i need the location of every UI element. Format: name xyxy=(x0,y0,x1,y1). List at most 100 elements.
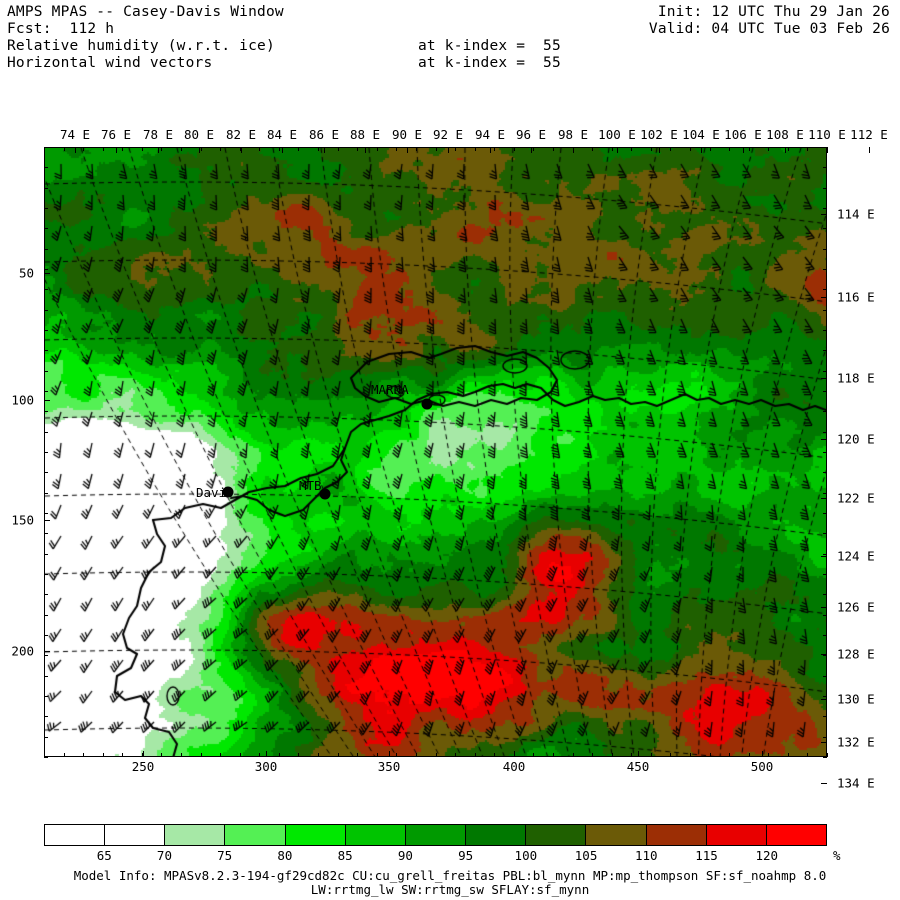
colorbar-cell xyxy=(105,825,166,845)
minor-tick-top xyxy=(220,147,222,151)
minor-tick-right xyxy=(823,167,827,169)
minor-tick-top xyxy=(239,147,241,151)
minor-tick-left xyxy=(44,269,48,270)
lon-tick-top xyxy=(743,147,744,153)
minor-tick-left xyxy=(44,370,48,372)
colorbar-cell xyxy=(285,825,346,845)
minor-tick-top xyxy=(161,147,163,151)
minor-tick-bottom xyxy=(474,753,476,757)
colorbar-cell xyxy=(345,825,406,845)
lon-label-top: 100 E xyxy=(598,127,636,142)
lon-label-top: 76 E xyxy=(100,127,132,142)
minor-tick-bottom xyxy=(259,753,261,757)
minor-tick-bottom xyxy=(631,753,633,757)
lon-tick-top xyxy=(448,147,449,153)
model-info-line-2: LW:rrtmg_lw SW:rrtmg_sw SFLAY:sf_mynn xyxy=(310,882,590,897)
lon-tick-top xyxy=(75,147,76,153)
minor-tick-top xyxy=(670,147,672,151)
lon-label-right: 128 E xyxy=(837,646,875,662)
minor-tick-left xyxy=(44,431,48,433)
minor-tick-right xyxy=(823,716,827,718)
lon-label-top: 88 E xyxy=(349,127,381,142)
lon-tick-top xyxy=(490,147,491,153)
x-tick-label: 300 xyxy=(254,759,278,774)
minor-tick-bottom xyxy=(239,753,241,757)
minor-tick-right xyxy=(823,492,827,494)
y-tick-label: 150 xyxy=(11,512,34,528)
minor-tick-left xyxy=(44,757,48,758)
lon-tick-top xyxy=(365,147,366,153)
colorbar-tick-label: 90 xyxy=(397,848,413,863)
k-index-1-label: at k-index = 55 xyxy=(418,38,561,54)
minor-tick-top xyxy=(415,147,417,151)
minor-tick-left xyxy=(44,248,48,250)
colorbar-tick-label: 105 xyxy=(574,848,598,863)
colorbar-cell xyxy=(766,825,827,845)
colorbar-tick-label: 120 xyxy=(755,848,779,863)
lon-label-top: 106 E xyxy=(724,127,762,142)
lon-label-right: 118 E xyxy=(837,370,875,386)
station-dot xyxy=(421,398,433,410)
colorbar-cell xyxy=(405,825,467,845)
map-panel: 74 E 76 E 78 E 80 E 82 E 84 E 86 E 88 E 90 E 92 E… xyxy=(11,127,887,791)
minor-tick-right xyxy=(823,228,827,230)
minor-tick-bottom xyxy=(63,753,65,757)
forecast-hour-label: Fcst: 112 h xyxy=(7,21,115,37)
minor-tick-left xyxy=(44,716,48,718)
minor-tick-right xyxy=(823,452,827,453)
minor-tick-top xyxy=(474,147,476,151)
minor-tick-bottom xyxy=(729,753,731,757)
minor-tick-left xyxy=(44,736,48,738)
lon-tick-top xyxy=(407,147,408,153)
minor-tick-left xyxy=(44,309,48,311)
minor-tick-top xyxy=(259,147,261,151)
minor-tick-top xyxy=(141,147,143,151)
lon-label-right: 132 E xyxy=(837,734,875,750)
minor-tick-bottom xyxy=(141,753,143,757)
x-tick-mark xyxy=(389,751,390,757)
minor-tick-top xyxy=(44,147,45,151)
minor-tick-bottom xyxy=(513,753,515,757)
minor-tick-bottom xyxy=(670,753,672,757)
colorbar-cell xyxy=(45,825,106,845)
lon-label-top: 108 E xyxy=(766,127,804,142)
minor-tick-left xyxy=(44,411,48,413)
colorbar-cell xyxy=(646,825,707,845)
minor-tick-right xyxy=(823,594,827,596)
minor-tick-bottom xyxy=(298,753,300,757)
minor-tick-bottom xyxy=(220,753,222,757)
lon-tick-top xyxy=(785,147,786,153)
field-2-label: Horizontal wind vectors xyxy=(7,55,213,71)
minor-tick-left xyxy=(44,452,48,453)
x-tick-mark xyxy=(762,751,763,757)
lon-tick-right xyxy=(821,378,827,379)
lon-label-top: 94 E xyxy=(474,127,506,142)
minor-tick-bottom xyxy=(650,753,652,757)
colorbar-tick-label: 80 xyxy=(277,848,293,863)
x-tick-label: 250 xyxy=(131,759,155,774)
lon-label-top: 96 E xyxy=(515,127,547,142)
x-tick-label: 500 xyxy=(750,759,774,774)
colorbar-unit-label: % xyxy=(833,848,841,863)
colorbar-tick-label: 100 xyxy=(514,848,538,863)
colorbar-tick-label: 65 xyxy=(96,848,112,863)
lon-tick-top xyxy=(701,147,702,153)
minor-tick-top xyxy=(768,147,770,151)
y-tick-label: 50 xyxy=(18,265,34,281)
y-tick-mark xyxy=(44,400,50,401)
lon-label-top: 74 E xyxy=(59,127,91,142)
minor-tick-top xyxy=(181,147,183,151)
minor-tick-top xyxy=(552,147,554,151)
minor-tick-top xyxy=(611,147,613,151)
x-tick-label: 400 xyxy=(502,759,526,774)
y-tick-label: 100 xyxy=(11,392,34,408)
lon-tick-top xyxy=(869,147,870,153)
lon-tick-right xyxy=(821,742,827,743)
minor-tick-top xyxy=(729,147,731,151)
minor-tick-right xyxy=(823,391,827,392)
minor-tick-bottom xyxy=(337,753,339,757)
lon-label-top: 86 E xyxy=(308,127,340,142)
minor-tick-top xyxy=(63,147,65,151)
field-1-label: Relative humidity (w.r.t. ice) xyxy=(7,38,275,54)
minor-tick-bottom xyxy=(435,753,437,757)
